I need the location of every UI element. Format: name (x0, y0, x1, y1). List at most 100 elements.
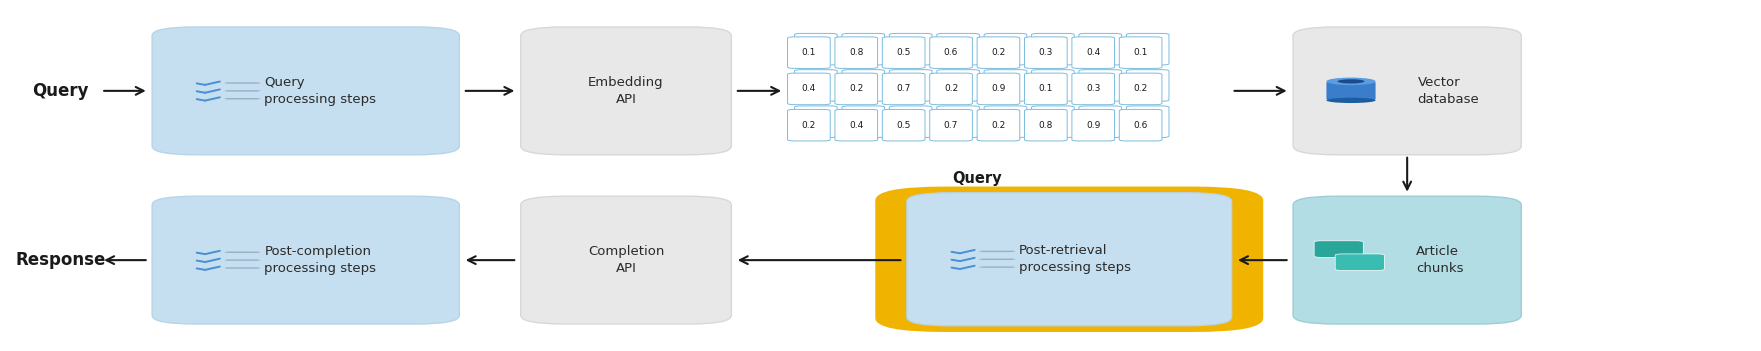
FancyBboxPatch shape (1335, 254, 1384, 271)
FancyBboxPatch shape (930, 110, 972, 141)
Text: 0.4: 0.4 (801, 84, 815, 93)
Text: 0.5: 0.5 (896, 48, 910, 57)
FancyBboxPatch shape (224, 252, 261, 253)
Text: Post-completion
processing steps: Post-completion processing steps (264, 245, 377, 275)
FancyBboxPatch shape (1025, 73, 1067, 105)
FancyBboxPatch shape (1072, 37, 1115, 68)
FancyBboxPatch shape (224, 82, 261, 84)
FancyBboxPatch shape (889, 69, 932, 101)
FancyBboxPatch shape (521, 196, 731, 324)
FancyBboxPatch shape (842, 69, 884, 101)
FancyBboxPatch shape (882, 73, 925, 105)
Text: Query
processing steps: Query processing steps (264, 76, 377, 106)
FancyBboxPatch shape (937, 69, 979, 101)
Text: 0.4: 0.4 (849, 121, 863, 130)
Text: Query: Query (33, 82, 90, 100)
FancyBboxPatch shape (1293, 196, 1522, 324)
FancyBboxPatch shape (1120, 37, 1162, 68)
Text: 0.9: 0.9 (1087, 121, 1101, 130)
Text: Article
chunks: Article chunks (1416, 245, 1463, 275)
FancyBboxPatch shape (907, 193, 1231, 326)
FancyBboxPatch shape (224, 90, 261, 92)
FancyBboxPatch shape (930, 73, 972, 105)
FancyBboxPatch shape (835, 37, 877, 68)
FancyBboxPatch shape (842, 106, 884, 138)
FancyBboxPatch shape (1072, 110, 1115, 141)
Text: Response: Response (16, 251, 106, 269)
FancyBboxPatch shape (835, 110, 877, 141)
FancyBboxPatch shape (937, 33, 979, 65)
FancyBboxPatch shape (875, 186, 1263, 332)
FancyBboxPatch shape (1326, 81, 1375, 100)
FancyBboxPatch shape (882, 110, 925, 141)
Ellipse shape (1326, 78, 1375, 85)
Text: 0.7: 0.7 (896, 84, 910, 93)
FancyBboxPatch shape (1127, 33, 1169, 65)
Text: 0.6: 0.6 (1134, 121, 1148, 130)
Text: 0.8: 0.8 (849, 48, 863, 57)
Text: 0.2: 0.2 (991, 121, 1006, 130)
FancyBboxPatch shape (835, 73, 877, 105)
Text: 0.1: 0.1 (1134, 48, 1148, 57)
Text: 0.2: 0.2 (1134, 84, 1148, 93)
FancyBboxPatch shape (1079, 69, 1122, 101)
FancyBboxPatch shape (984, 33, 1027, 65)
FancyBboxPatch shape (977, 73, 1020, 105)
FancyBboxPatch shape (1025, 110, 1067, 141)
FancyBboxPatch shape (1079, 33, 1122, 65)
Text: 0.6: 0.6 (944, 48, 958, 57)
Text: 0.8: 0.8 (1039, 121, 1053, 130)
FancyBboxPatch shape (794, 69, 836, 101)
FancyBboxPatch shape (1032, 69, 1074, 101)
Text: 0.9: 0.9 (991, 84, 1006, 93)
FancyBboxPatch shape (984, 69, 1027, 101)
FancyBboxPatch shape (224, 259, 261, 261)
FancyBboxPatch shape (1032, 106, 1074, 138)
FancyBboxPatch shape (979, 266, 1016, 268)
Text: 0.1: 0.1 (1039, 84, 1053, 93)
FancyBboxPatch shape (977, 37, 1020, 68)
FancyBboxPatch shape (882, 37, 925, 68)
FancyBboxPatch shape (787, 73, 829, 105)
FancyBboxPatch shape (1025, 37, 1067, 68)
Ellipse shape (1326, 98, 1375, 103)
FancyBboxPatch shape (794, 106, 836, 138)
FancyBboxPatch shape (1293, 27, 1522, 155)
Text: Post-retrieval
processing steps: Post-retrieval processing steps (1020, 244, 1131, 274)
Text: Embedding
API: Embedding API (588, 76, 664, 106)
FancyBboxPatch shape (1120, 73, 1162, 105)
Text: Vector
database: Vector database (1418, 76, 1479, 106)
FancyBboxPatch shape (224, 98, 261, 99)
FancyBboxPatch shape (1120, 110, 1162, 141)
FancyBboxPatch shape (151, 27, 460, 155)
Ellipse shape (1337, 79, 1365, 84)
FancyBboxPatch shape (979, 251, 1016, 252)
Text: 0.2: 0.2 (849, 84, 863, 93)
Text: 0.1: 0.1 (801, 48, 815, 57)
Text: Completion
API: Completion API (588, 245, 664, 275)
Text: 0.3: 0.3 (1039, 48, 1053, 57)
FancyBboxPatch shape (1032, 33, 1074, 65)
FancyBboxPatch shape (977, 110, 1020, 141)
Text: 0.2: 0.2 (944, 84, 958, 93)
FancyBboxPatch shape (521, 27, 731, 155)
FancyBboxPatch shape (979, 259, 1016, 260)
FancyBboxPatch shape (1314, 241, 1363, 257)
Text: 0.2: 0.2 (801, 121, 815, 130)
FancyBboxPatch shape (1127, 69, 1169, 101)
FancyBboxPatch shape (1127, 106, 1169, 138)
FancyBboxPatch shape (224, 267, 261, 269)
FancyBboxPatch shape (984, 106, 1027, 138)
Text: 0.3: 0.3 (1087, 84, 1101, 93)
FancyBboxPatch shape (794, 33, 836, 65)
Text: 0.5: 0.5 (896, 121, 910, 130)
Text: 0.7: 0.7 (944, 121, 958, 130)
FancyBboxPatch shape (889, 106, 932, 138)
FancyBboxPatch shape (842, 33, 884, 65)
Text: 0.4: 0.4 (1087, 48, 1101, 57)
FancyBboxPatch shape (787, 37, 829, 68)
FancyBboxPatch shape (889, 33, 932, 65)
FancyBboxPatch shape (787, 110, 829, 141)
FancyBboxPatch shape (937, 106, 979, 138)
FancyBboxPatch shape (1079, 106, 1122, 138)
